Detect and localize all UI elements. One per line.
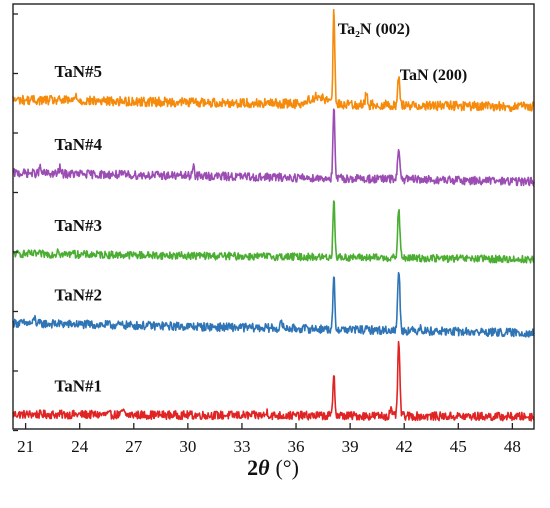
x-tick-label: 24 <box>71 437 89 456</box>
peak-annotation-tan: TaN (200) <box>400 67 467 84</box>
x-tick-label: 33 <box>233 437 250 456</box>
x-tick-label: 27 <box>125 437 143 456</box>
series-line-tan-4 <box>12 108 535 187</box>
series-label-tan-2: TaN#2 <box>54 285 102 304</box>
series-line-tan-3 <box>12 200 535 264</box>
x-axis-title-unit: (°) <box>275 455 298 480</box>
plot-frame <box>12 3 535 430</box>
x-axis-title: 2θ (°) <box>247 455 299 480</box>
series-label-tan-1: TaN#1 <box>54 377 102 396</box>
series-label-tan-3: TaN#3 <box>54 216 102 235</box>
series-line-tan-5 <box>12 8 535 112</box>
x-axis-ticks: 21 24 27 30 33 36 39 42 45 48 <box>17 423 521 456</box>
series-layer <box>12 8 535 422</box>
x-tick-label: 48 <box>504 437 521 456</box>
x-tick-label: 45 <box>450 437 467 456</box>
series-labels: TaN#1 TaN#2 TaN#3 TaN#4 TaN#5 <box>54 62 102 395</box>
series-line-tan-1 <box>12 340 535 422</box>
peak-annotations: Ta₂N (002) TaN (200) <box>338 21 467 84</box>
x-tick-label: 30 <box>179 437 196 456</box>
x-axis-title-number: 2 <box>247 455 258 480</box>
x-tick-label: 42 <box>396 437 413 456</box>
x-axis-title-var: θ <box>258 455 270 480</box>
x-tick-label: 21 <box>17 437 34 456</box>
x-tick-label: 36 <box>288 437 305 456</box>
peak-annotation-ta2n: Ta₂N (002) <box>338 21 410 38</box>
series-label-tan-5: TaN#5 <box>54 62 102 81</box>
axes-layer <box>12 3 535 430</box>
y-axis-ticks <box>13 13 18 432</box>
series-label-tan-4: TaN#4 <box>54 135 102 154</box>
series-line-tan-2 <box>12 271 535 338</box>
x-tick-label: 39 <box>342 437 359 456</box>
